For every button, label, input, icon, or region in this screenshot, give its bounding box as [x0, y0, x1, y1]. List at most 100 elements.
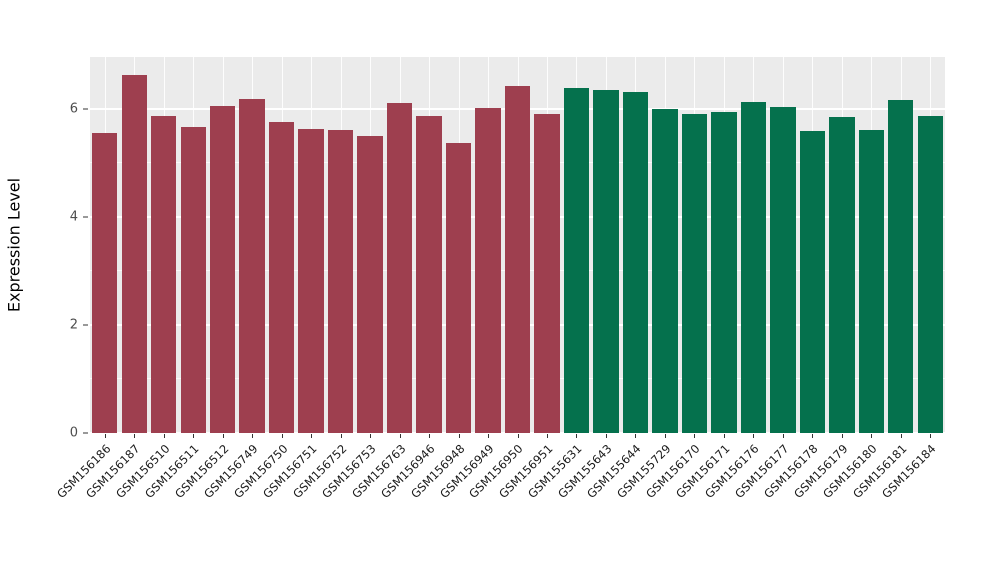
x-tick-mark	[723, 433, 725, 438]
x-tick-mark	[546, 433, 548, 438]
bar-slot	[473, 57, 502, 433]
y-axis: 0 2 4 6	[0, 57, 90, 440]
bar-slot	[119, 57, 148, 433]
bar	[121, 75, 147, 433]
x-tick-mark	[134, 433, 136, 438]
x-tick-mark	[900, 433, 902, 438]
x-tick-mark	[458, 433, 460, 438]
bar	[151, 116, 177, 433]
bar-slot	[385, 57, 414, 433]
bar	[504, 86, 531, 433]
bar	[888, 100, 914, 433]
bar-slot	[798, 57, 827, 433]
bar	[92, 132, 118, 433]
bar-slot	[857, 57, 886, 433]
bar	[799, 130, 826, 433]
bar	[416, 116, 442, 433]
bar	[593, 89, 619, 433]
x-tick-mark	[753, 433, 755, 438]
bar-slot	[739, 57, 768, 433]
bar-slot	[768, 57, 797, 433]
bar-slot	[208, 57, 237, 433]
bar-slot	[237, 57, 266, 433]
y-tick-mark	[83, 216, 88, 218]
bar-slot	[916, 57, 945, 433]
x-tick-mark	[517, 433, 519, 438]
bar	[711, 111, 737, 433]
x-tick-mark	[340, 433, 342, 438]
bar-slot	[591, 57, 620, 433]
x-tick-mark	[841, 433, 843, 438]
x-tick-mark	[429, 433, 431, 438]
bar-slot	[326, 57, 355, 433]
bar-slot	[267, 57, 296, 433]
x-tick-mark	[370, 433, 372, 438]
x-tick-mark	[576, 433, 578, 438]
y-tick-mark	[83, 432, 88, 434]
bar	[563, 87, 590, 433]
bar	[239, 99, 265, 433]
bar	[327, 129, 354, 433]
bar	[652, 109, 678, 433]
x-tick-mark	[488, 433, 490, 438]
x-tick-mark	[163, 433, 165, 438]
bar-slot	[650, 57, 679, 433]
x-tick-mark	[399, 433, 401, 438]
x-tick-mark	[252, 433, 254, 438]
bar	[357, 136, 383, 433]
bar-slot	[414, 57, 443, 433]
x-tick-mark	[311, 433, 313, 438]
y-tick-label: 6	[69, 101, 78, 117]
y-tick-label: 2	[69, 317, 78, 333]
bar	[180, 127, 206, 433]
major-gridline	[90, 432, 945, 434]
x-tick-mark	[782, 433, 784, 438]
bar-slot	[886, 57, 915, 433]
x-tick-mark	[222, 433, 224, 438]
y-tick-label: 4	[69, 209, 78, 225]
bar-slot	[621, 57, 650, 433]
x-tick-mark	[635, 433, 637, 438]
x-axis: GSM156186 GSM156187 GSM156510 GSM156511 GSM1…	[54, 433, 945, 563]
x-tick-mark	[871, 433, 873, 438]
x-tick-mark	[812, 433, 814, 438]
x-tick-mark	[104, 433, 106, 438]
bar	[681, 113, 708, 433]
bar	[829, 116, 855, 433]
x-tick-mark	[605, 433, 607, 438]
y-tick-label: 0	[69, 425, 78, 441]
y-tick-mark	[83, 324, 88, 326]
bar	[534, 114, 560, 433]
bar	[770, 106, 796, 433]
bar-slot	[503, 57, 532, 433]
x-tick-mark	[664, 433, 666, 438]
bar	[210, 106, 236, 433]
bar-slot	[532, 57, 561, 433]
bar	[917, 115, 943, 433]
bar	[858, 129, 884, 433]
bar-slot	[149, 57, 178, 433]
x-tick-mark	[193, 433, 195, 438]
bar	[740, 101, 767, 433]
bar-slot	[444, 57, 473, 433]
x-tick-mark	[694, 433, 696, 438]
bar	[445, 143, 472, 433]
bar-slot	[90, 57, 119, 433]
bar-slot	[296, 57, 325, 433]
bar-slot	[680, 57, 709, 433]
bar	[622, 91, 649, 433]
bars	[90, 57, 945, 433]
bar-slot	[178, 57, 207, 433]
bar-slot	[562, 57, 591, 433]
bar	[386, 102, 413, 433]
bar	[268, 122, 295, 433]
x-tick-mark	[930, 433, 932, 438]
plot-panel	[90, 57, 945, 434]
bar	[298, 129, 324, 433]
bar-slot	[709, 57, 738, 433]
x-tick-mark	[281, 433, 283, 438]
bar	[475, 108, 501, 433]
bar-slot	[355, 57, 384, 433]
y-tick-mark	[83, 108, 88, 110]
